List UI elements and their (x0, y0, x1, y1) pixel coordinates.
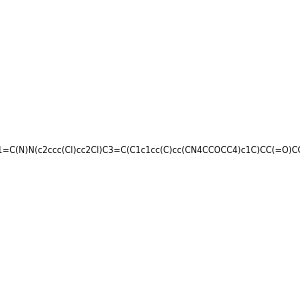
Text: N#CC1=C(N)N(c2ccc(Cl)cc2Cl)C3=C(C1c1cc(C)cc(CN4CCOCC4)c1C)CC(=O)CC3(C)C: N#CC1=C(N)N(c2ccc(Cl)cc2Cl)C3=C(C1c1cc(C… (0, 146, 300, 154)
